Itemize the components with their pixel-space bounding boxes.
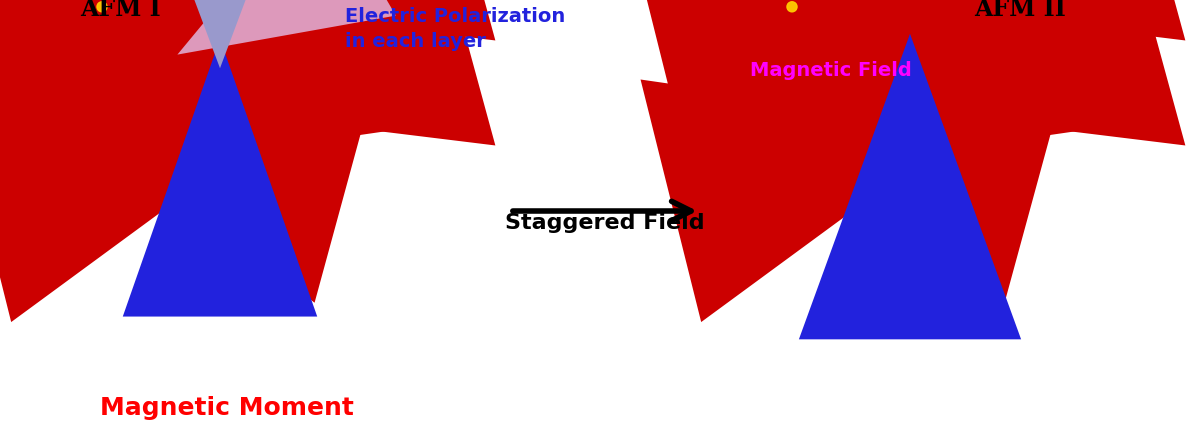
Polygon shape [106, 0, 335, 36]
Circle shape [208, 79, 232, 103]
Polygon shape [796, 0, 1025, 36]
Polygon shape [796, 91, 1025, 141]
Text: Staggered Field: Staggered Field [505, 213, 704, 233]
Circle shape [212, 82, 222, 92]
Circle shape [97, 107, 107, 117]
Circle shape [323, 0, 347, 23]
Text: AFM II: AFM II [974, 0, 1066, 21]
Circle shape [212, 132, 222, 142]
Text: AFM I: AFM I [80, 0, 161, 21]
Circle shape [1016, 2, 1027, 12]
Text: Magnetic Moment: Magnetic Moment [100, 396, 354, 420]
Circle shape [94, 104, 118, 128]
Text: Magnetic Field: Magnetic Field [750, 61, 912, 80]
Circle shape [208, 24, 232, 48]
Circle shape [208, 129, 232, 153]
Circle shape [323, 104, 347, 128]
Circle shape [898, 129, 922, 153]
Circle shape [784, 104, 808, 128]
Circle shape [902, 82, 912, 92]
Circle shape [898, 24, 922, 48]
Circle shape [326, 107, 337, 117]
Circle shape [1016, 107, 1027, 117]
Circle shape [784, 0, 808, 23]
Text: Electric Polarization
in each layer: Electric Polarization in each layer [346, 7, 565, 51]
Circle shape [94, 0, 118, 23]
Circle shape [787, 107, 797, 117]
Circle shape [326, 2, 337, 12]
Circle shape [787, 2, 797, 12]
Circle shape [1013, 104, 1037, 128]
Circle shape [1013, 0, 1037, 23]
Polygon shape [106, 91, 335, 141]
Circle shape [97, 2, 107, 12]
Circle shape [898, 79, 922, 103]
Circle shape [212, 27, 222, 37]
Circle shape [902, 132, 912, 142]
Circle shape [902, 27, 912, 37]
